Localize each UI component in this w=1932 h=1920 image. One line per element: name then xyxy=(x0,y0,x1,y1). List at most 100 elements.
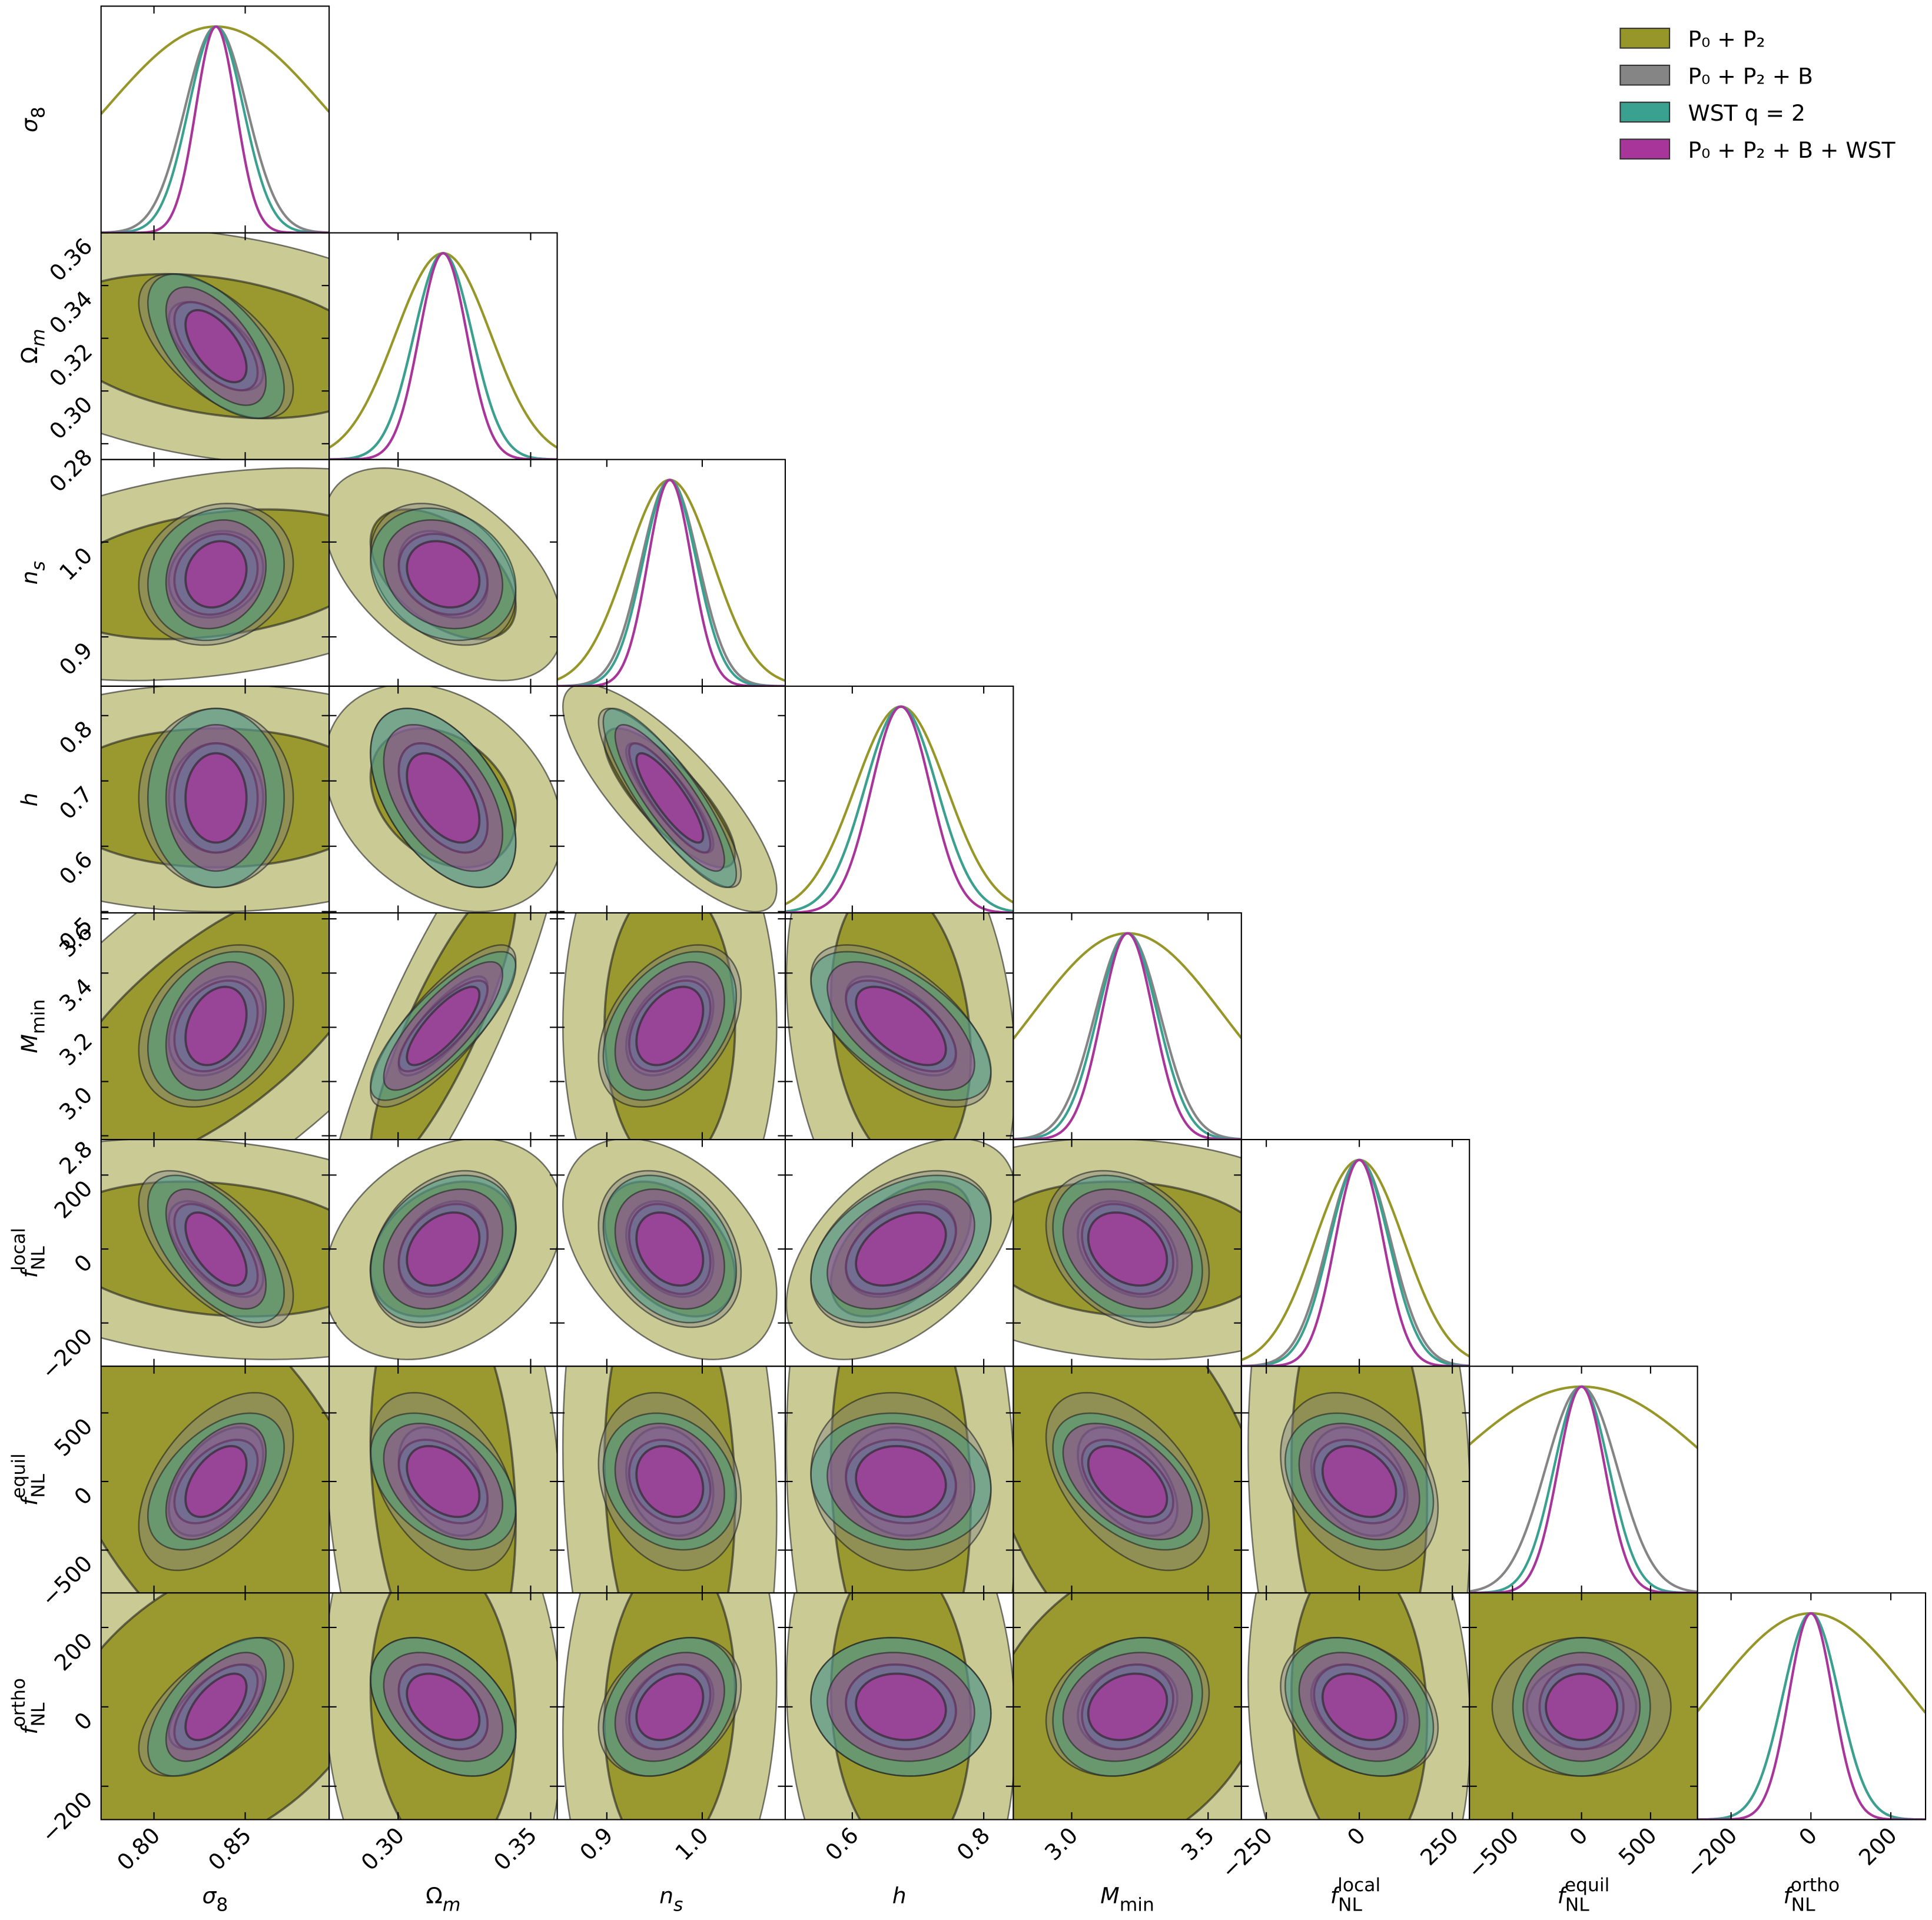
panel xyxy=(329,467,557,682)
y-axis-label-sup: ortho xyxy=(8,1678,29,1727)
contour xyxy=(184,540,248,609)
panel xyxy=(1469,1593,1698,1820)
y-tick-label: 0.7 xyxy=(54,781,97,824)
contour xyxy=(1087,1672,1169,1742)
panel-frame xyxy=(1469,1366,1698,1594)
contour xyxy=(406,752,481,844)
panel xyxy=(338,912,547,1140)
legend-swatch xyxy=(1619,101,1671,123)
marginal-curve xyxy=(1469,1385,1698,1593)
panel xyxy=(329,1366,557,1593)
x-axis-label-sub: NL xyxy=(1565,1894,1589,1915)
marginal-curve xyxy=(1013,932,1241,1140)
x-axis-label: Ωm xyxy=(426,1883,460,1916)
contour xyxy=(855,1211,947,1287)
x-axis-label-sub: m xyxy=(443,1894,461,1915)
y-axis-label-main: n xyxy=(16,571,42,585)
panel xyxy=(1013,1140,1241,1361)
x-axis-label: σ8 xyxy=(202,1883,228,1916)
x-tick-label: 0.80 xyxy=(112,1822,165,1875)
y-tick-label: 0.9 xyxy=(54,637,97,680)
y-axis-label-sub: NL xyxy=(28,1473,49,1497)
marginal-curve xyxy=(101,25,330,233)
marginal-curve xyxy=(557,479,785,682)
panel xyxy=(785,912,1014,1140)
y-axis-label-sub: NL xyxy=(28,1246,49,1270)
y-tick-label: 3.4 xyxy=(54,974,97,1017)
marginal-curve xyxy=(1697,1612,1926,1820)
y-tick-label: −500 xyxy=(36,1550,97,1612)
y-tick-label: 0.30 xyxy=(44,391,97,444)
legend-label: P₀ + P₂ xyxy=(1688,26,1765,52)
marginal-curve xyxy=(1469,1385,1698,1449)
contour xyxy=(184,1444,248,1519)
marginal-curve xyxy=(785,705,1014,913)
panel xyxy=(785,1140,1014,1361)
contour xyxy=(855,1444,947,1519)
marginal-curve xyxy=(1241,1158,1470,1361)
panel xyxy=(562,1366,778,1593)
y-axis-label: fNLequil xyxy=(8,1453,49,1506)
x-tick-label: 0.85 xyxy=(203,1822,256,1875)
panel xyxy=(329,1593,557,1820)
y-axis-label: σ8 xyxy=(16,107,49,132)
y-tick-label: 0 xyxy=(69,1249,97,1277)
y-axis-label-sub: s xyxy=(28,561,49,570)
marginal-curve xyxy=(1241,1158,1470,1367)
marginal-curve xyxy=(329,252,557,460)
panel xyxy=(101,232,330,460)
panel-frame xyxy=(328,232,558,460)
marginal-curve xyxy=(1241,1158,1470,1367)
x-axis-label-main: M xyxy=(1100,1883,1120,1909)
panel xyxy=(1013,1366,1241,1593)
contour xyxy=(635,1444,705,1519)
y-axis-label-main: f xyxy=(16,1724,42,1735)
y-tick-label: 2.8 xyxy=(54,1136,97,1179)
y-tick-label: 0 xyxy=(69,1481,97,1510)
y-tick-label: −200 xyxy=(36,1323,97,1384)
x-axis-label-sub: s xyxy=(673,1894,683,1915)
x-axis-label: fNLortho xyxy=(1783,1875,1840,1915)
contour xyxy=(635,752,705,844)
contour xyxy=(1545,1672,1619,1742)
x-axis-label: fNLlocal xyxy=(1330,1875,1380,1915)
y-tick-label: −200 xyxy=(36,1786,97,1848)
contour xyxy=(406,1672,481,1742)
marginal-curve xyxy=(785,705,1014,913)
x-tick-label: −500 xyxy=(1462,1822,1523,1884)
y-axis-label-sup: local xyxy=(8,1228,29,1271)
panel xyxy=(101,467,330,682)
x-axis-label: h xyxy=(892,1883,907,1909)
contour xyxy=(406,1211,481,1287)
panel-frame xyxy=(100,5,330,234)
panel xyxy=(101,1593,330,1820)
x-axis-label-sup: local xyxy=(1337,1875,1380,1896)
y-axis-label: Mmin xyxy=(16,999,49,1054)
x-axis-label-main: Ω xyxy=(426,1883,443,1909)
y-tick-label: 3.0 xyxy=(54,1082,97,1125)
panel xyxy=(1013,932,1241,1140)
y-tick-label: 500 xyxy=(49,1413,98,1461)
x-tick-label: 0 xyxy=(1794,1822,1822,1851)
y-axis-label-main: f xyxy=(16,1495,42,1506)
y-axis-label-main: M xyxy=(16,1034,42,1053)
x-axis-label-sup: equil xyxy=(1565,1875,1610,1896)
y-axis-label-sub: NL xyxy=(28,1702,49,1726)
x-tick-label: 1.0 xyxy=(670,1822,713,1865)
x-axis-label: ns xyxy=(659,1883,683,1916)
x-tick-label: 250 xyxy=(1415,1822,1463,1871)
contour xyxy=(406,985,481,1067)
contour xyxy=(635,1672,705,1742)
marginal-curve xyxy=(329,252,557,460)
y-tick-label: 0.8 xyxy=(54,716,97,759)
contour xyxy=(184,1672,248,1742)
panel xyxy=(562,686,778,913)
y-axis-label-sub: 8 xyxy=(28,107,49,118)
panel xyxy=(329,686,557,913)
panel xyxy=(557,479,785,686)
y-axis-label-main: Ω xyxy=(16,347,42,364)
legend-swatch xyxy=(1619,64,1671,86)
x-tick-label: 3.0 xyxy=(1040,1822,1083,1865)
marginal-curve xyxy=(1013,932,1241,1040)
panel xyxy=(562,1140,778,1360)
